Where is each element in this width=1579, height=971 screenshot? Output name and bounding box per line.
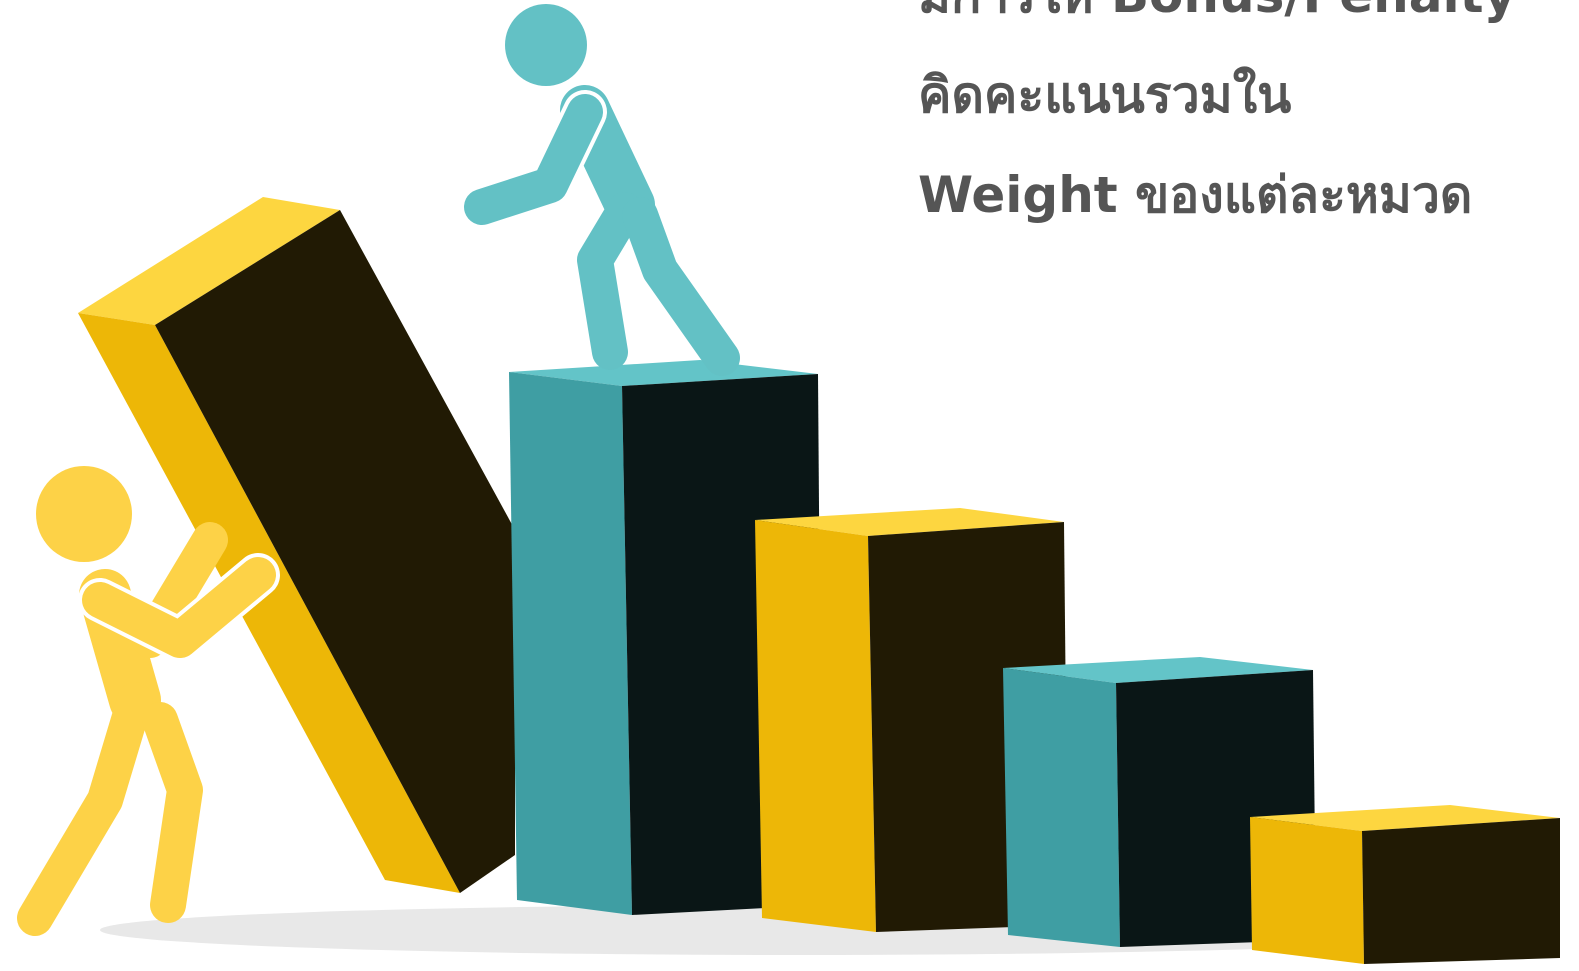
bar-top — [1003, 657, 1313, 683]
bar-side — [755, 520, 876, 932]
bar-top — [509, 360, 818, 386]
bar-top — [78, 197, 340, 325]
bar-side — [1003, 668, 1120, 947]
bar-side — [509, 372, 632, 915]
yellow-figure — [17, 522, 280, 936]
bar-side — [1250, 817, 1364, 964]
yellow-head — [36, 466, 132, 562]
heading-line: คิดคะแนนรวมใน — [918, 66, 1292, 124]
bar-side — [78, 313, 460, 893]
bar-top — [1250, 805, 1560, 831]
bar-front — [1362, 818, 1560, 964]
heading-line: มีการให้ Bonus/Penalty — [918, 0, 1516, 20]
teal-head — [505, 4, 587, 86]
bar-front — [155, 210, 515, 893]
heading-line: Weight ของแต่ละหมวด — [918, 166, 1473, 224]
bar-top — [755, 508, 1064, 536]
teal-figure — [460, 85, 740, 376]
